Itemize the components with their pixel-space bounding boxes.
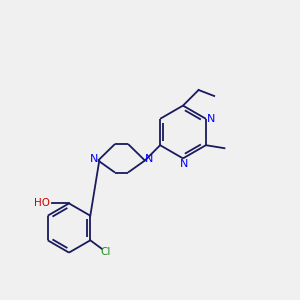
Text: N: N bbox=[90, 154, 98, 164]
Text: N: N bbox=[207, 114, 215, 124]
Text: N: N bbox=[145, 154, 153, 164]
Text: Cl: Cl bbox=[100, 247, 110, 257]
Text: N: N bbox=[180, 159, 189, 169]
Text: HO: HO bbox=[34, 198, 50, 208]
